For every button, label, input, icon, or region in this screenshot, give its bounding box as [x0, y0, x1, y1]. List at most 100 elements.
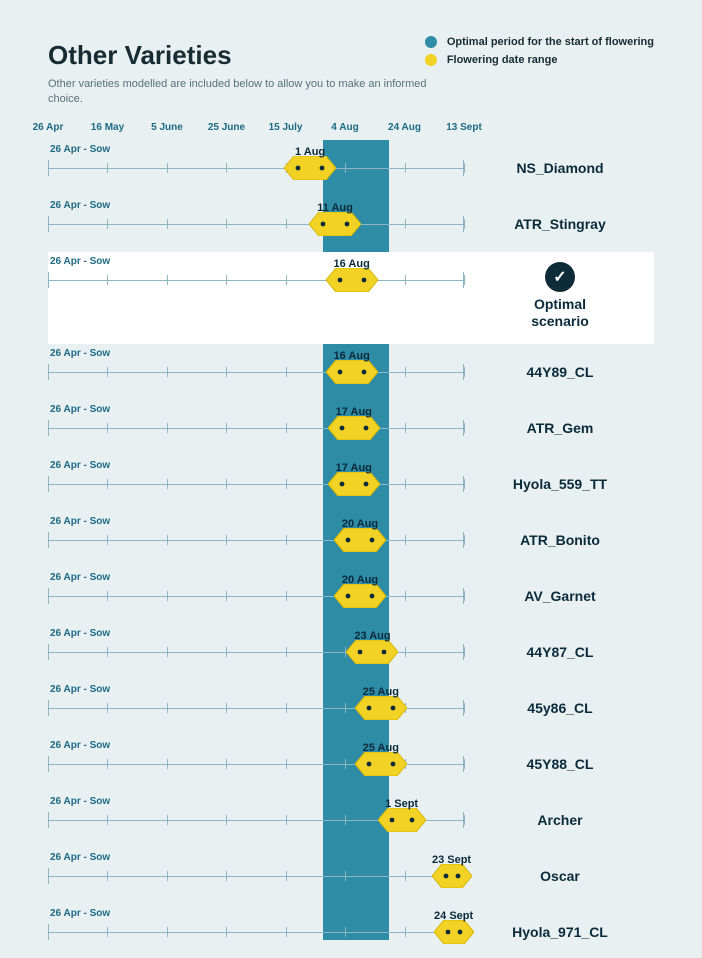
sow-label: 26 Apr - Sow — [50, 144, 110, 155]
track-tick — [405, 367, 406, 377]
track-tick — [286, 647, 287, 657]
flowering-date-label: 16 Aug — [334, 350, 370, 362]
track-line — [48, 932, 464, 933]
track-tick — [286, 275, 287, 285]
track-tick — [345, 703, 346, 713]
timeline-row: 26 Apr - Sow 24 SeptHyola_971_CL — [48, 904, 654, 958]
track-tick — [464, 367, 465, 377]
track-tick — [48, 479, 49, 489]
track-tick — [167, 927, 168, 937]
flowering-marker: 23 Aug — [346, 640, 398, 664]
track-tick — [286, 219, 287, 229]
track-tick — [107, 815, 108, 825]
sow-label: 26 Apr - Sow — [50, 852, 110, 863]
flowering-marker: 16 Aug — [326, 268, 378, 292]
variety-label: ATR_Stingray — [470, 216, 650, 232]
track-tick — [48, 647, 49, 657]
flowering-marker: 16 Aug — [326, 360, 378, 384]
flowering-marker: 1 Sept — [378, 808, 426, 832]
track-tick — [48, 535, 49, 545]
variety-label: Archer — [470, 812, 650, 828]
sow-label: 26 Apr - Sow — [50, 460, 110, 471]
track-line — [48, 372, 464, 373]
track-line — [48, 540, 464, 541]
check-icon: ✓ — [545, 262, 575, 292]
track-tick — [345, 163, 346, 173]
sow-label: 26 Apr - Sow — [50, 740, 110, 751]
track-tick — [286, 591, 287, 601]
track-tick — [167, 219, 168, 229]
track-tick — [464, 703, 465, 713]
track-tick — [107, 591, 108, 601]
flowering-date-label: 23 Aug — [354, 630, 390, 642]
flowering-marker: 1 Aug — [284, 156, 336, 180]
legend: Optimal period for the start of flowerin… — [425, 36, 654, 72]
variety-label: ATR_Gem — [470, 420, 650, 436]
axis-tick-label: 24 Aug — [388, 122, 421, 133]
track-tick — [405, 927, 406, 937]
track-tick — [167, 535, 168, 545]
variety-label: 45Y88_CL — [470, 756, 650, 772]
track-tick — [286, 703, 287, 713]
variety-label: 44Y87_CL — [470, 644, 650, 660]
variety-label: 45y86_CL — [470, 700, 650, 716]
track-tick — [107, 535, 108, 545]
track-tick — [167, 703, 168, 713]
track-tick — [286, 423, 287, 433]
axis-tick-label: 15 July — [269, 122, 303, 133]
sow-label: 26 Apr - Sow — [50, 796, 110, 807]
track-tick — [286, 367, 287, 377]
track-tick — [48, 275, 49, 285]
track-tick — [107, 479, 108, 489]
variety-label: Hyola_971_CL — [470, 924, 650, 940]
flowering-marker: 24 Sept — [434, 920, 474, 944]
sow-label: 26 Apr - Sow — [50, 256, 110, 267]
track-tick — [107, 367, 108, 377]
track-tick — [167, 163, 168, 173]
track-tick — [226, 535, 227, 545]
track-tick — [464, 535, 465, 545]
track-tick — [107, 927, 108, 937]
track-tick — [464, 423, 465, 433]
track-tick — [107, 703, 108, 713]
track-tick — [286, 535, 287, 545]
date-axis: 26 Apr16 May5 June25 June15 July4 Aug24 … — [48, 122, 654, 140]
track-tick — [107, 163, 108, 173]
page: Other Varieties Other varieties modelled… — [0, 0, 702, 958]
sow-label: 26 Apr - Sow — [50, 200, 110, 211]
flowering-date-label: 20 Aug — [342, 574, 378, 586]
sow-label: 26 Apr - Sow — [50, 404, 110, 415]
track-tick — [167, 871, 168, 881]
track-tick — [405, 275, 406, 285]
track-line — [48, 168, 464, 169]
track-tick — [48, 423, 49, 433]
flowering-marker: 20 Aug — [334, 584, 386, 608]
timeline-row: 26 Apr - Sow 23 SeptOscar — [48, 848, 654, 904]
track-tick — [226, 703, 227, 713]
flowering-date-label: 23 Sept — [432, 854, 471, 866]
timeline-row: 26 Apr - Sow 1 Sept Archer — [48, 792, 654, 848]
track-tick — [226, 423, 227, 433]
track-tick — [48, 163, 49, 173]
track-tick — [48, 703, 49, 713]
track-tick — [48, 219, 49, 229]
axis-tick-label: 13 Sept — [446, 122, 482, 133]
track-tick — [464, 275, 465, 285]
axis-tick-label: 5 June — [151, 122, 183, 133]
track-tick — [226, 163, 227, 173]
flowering-date-label: 24 Sept — [434, 910, 473, 922]
flowering-date-label: 17 Aug — [336, 406, 372, 418]
optimal-label: Optimalscenario — [470, 296, 650, 330]
flowering-date-label: 1 Aug — [295, 146, 325, 158]
track-tick — [226, 591, 227, 601]
timeline-row: 26 Apr - Sow 1 AugNS_Diamond — [48, 140, 654, 196]
track-tick — [48, 759, 49, 769]
track-line — [48, 484, 464, 485]
track-tick — [405, 163, 406, 173]
track-tick — [405, 535, 406, 545]
track-tick — [464, 591, 465, 601]
flowering-date-label: 16 Aug — [334, 258, 370, 270]
variety-label: ATR_Bonito — [470, 532, 650, 548]
timeline-row: 26 Apr - Sow 17 AugHyola_559_TT — [48, 456, 654, 512]
flowering-date-label: 20 Aug — [342, 518, 378, 530]
